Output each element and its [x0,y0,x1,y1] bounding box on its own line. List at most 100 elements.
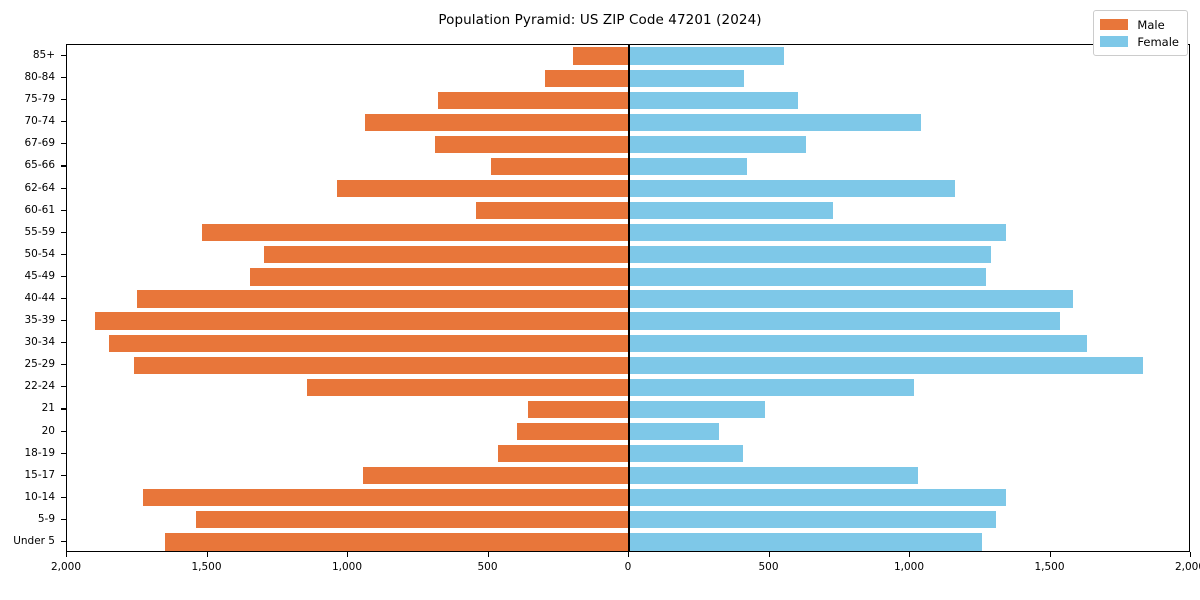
pyramid-row [67,533,1189,551]
bars-layer [67,45,1189,551]
bar-female-80-84 [629,69,745,87]
bar-male-75-79 [437,91,629,109]
y-tick-mark [61,320,66,322]
pyramid-row [67,113,1189,131]
bar-female-45-49 [629,268,986,286]
bar-male-18-19 [498,444,629,463]
pyramid-row [67,444,1189,463]
pyramid-row [67,47,1189,65]
pyramid-row [67,312,1189,330]
legend-swatch-male-icon [1100,19,1129,30]
pyramid-row [67,179,1189,198]
y-tick-mark [61,143,66,145]
bar-female-40-44 [629,290,1073,308]
legend-entry-male[interactable]: Male [1100,16,1179,33]
y-tick-label-80-84: 80-84 [24,71,55,84]
bar-male-30-34 [109,334,629,352]
y-tick-label-55-59: 55-59 [24,225,55,238]
bar-male-85- [572,47,629,65]
y-tick-label-20: 20 [41,424,55,437]
y-tick-mark [61,121,66,123]
bar-male-67-69 [435,135,629,153]
bar-male-15-17 [363,467,629,485]
pyramid-row [67,202,1189,220]
y-tick-mark [61,518,66,520]
x-tick-mark [347,552,349,557]
x-tick-mark [487,552,489,557]
pyramid-row [67,378,1189,396]
x-tick-mark [206,552,208,557]
y-tick-mark [61,209,66,211]
y-tick-mark [61,275,66,277]
y-tick-label-85-: 85+ [32,49,55,62]
bar-female-5-9 [629,511,996,529]
y-tick-mark [61,231,66,233]
y-tick-mark [61,540,66,543]
x-tick-mark [768,552,770,557]
plot-area [66,44,1190,552]
pyramid-row [67,224,1189,242]
bar-female-62-64 [629,179,955,198]
x-tick-mark [66,552,68,557]
y-tick-mark [61,253,66,255]
chart-title: Population Pyramid: US ZIP Code 47201 (2… [438,12,762,28]
bar-female-15-17 [629,467,919,485]
y-tick-label-45-49: 45-49 [24,269,55,282]
bar-female-75-79 [629,91,798,109]
y-tick-mark [61,408,66,410]
legend-entry-female[interactable]: Female [1100,33,1179,50]
y-tick-mark [61,452,66,454]
bar-male-25-29 [134,356,629,374]
y-axis: 85+ 80-84 75-79 70-74 67-69 65-66 62-64 60-61 55… [0,44,66,552]
x-tick-label-5: 500 [758,561,779,573]
bar-female-50-54 [629,246,992,264]
pyramid-row [67,290,1189,308]
x-tick-mark [1049,552,1051,557]
y-tick-label-67-69: 67-69 [24,137,55,150]
y-tick-mark [61,77,66,79]
bar-female-22-24 [629,378,915,396]
legend-label-male: Male [1137,17,1165,32]
bar-female-65-66 [629,157,748,176]
bar-male-21 [527,400,629,419]
pyramid-row [67,467,1189,485]
pyramid-row [67,489,1189,507]
y-tick-mark [61,430,66,432]
bar-female-21 [629,400,766,419]
y-tick-mark [61,364,66,366]
y-tick-mark [61,187,66,189]
bar-male-45-49 [249,268,629,286]
bar-female-25-29 [629,356,1144,374]
bar-male-40-44 [137,290,629,308]
bar-male-80-84 [544,69,629,87]
bar-female-20 [629,422,719,441]
pyramid-row [67,334,1189,352]
pyramid-row [67,157,1189,176]
bar-male-10-14 [142,489,629,507]
bar-male-55-59 [201,224,629,242]
pyramid-row [67,400,1189,419]
y-tick-label-62-64: 62-64 [24,181,55,194]
bar-female-30-34 [629,334,1088,352]
bar-male-70-74 [364,113,629,131]
chart-legend: Male Female [1093,10,1188,56]
bar-male-35-39 [95,312,629,330]
bar-male-65-66 [491,157,629,176]
x-tick-label-1: 1,500 [191,561,222,573]
y-tick-label-35-39: 35-39 [24,314,55,327]
y-tick-label-5-9: 5-9 [37,512,55,525]
pyramid-row [67,69,1189,87]
y-tick-label-22-24: 22-24 [24,380,55,393]
x-tick-label-4: 0 [624,561,632,573]
x-tick-mark [628,552,630,557]
legend-swatch-female-icon [1100,36,1129,47]
y-tick-mark [61,386,66,388]
y-tick-label-under-5: Under 5 [13,534,55,547]
pyramid-row [67,511,1189,529]
y-tick-label-25-29: 25-29 [24,358,55,371]
y-tick-mark [61,496,66,498]
y-tick-label-21: 21 [41,402,55,415]
y-tick-label-10-14: 10-14 [24,490,55,503]
pyramid-row [67,356,1189,374]
